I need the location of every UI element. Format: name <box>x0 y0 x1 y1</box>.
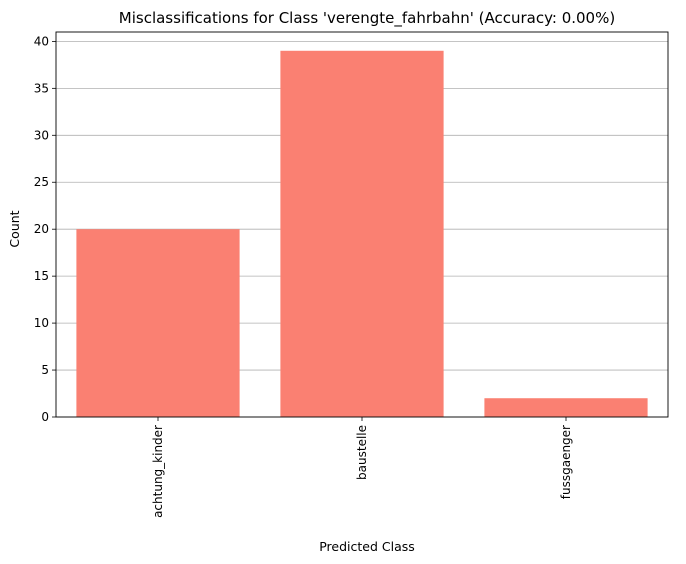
y-tick-label: 0 <box>41 410 49 424</box>
y-tick-label: 40 <box>34 34 49 48</box>
y-tick-label: 15 <box>34 269 49 283</box>
x-axis-ticks: achtung_kinder baustelle fussgaenger <box>151 417 573 518</box>
y-axis-ticks: 0 5 10 15 20 25 30 35 40 <box>34 34 56 424</box>
chart-title: Misclassifications for Class 'verengte_f… <box>119 9 615 28</box>
y-tick-label: 30 <box>34 128 49 142</box>
bar-baustelle <box>280 50 444 417</box>
bars <box>76 50 648 417</box>
bar-achtung_kinder <box>76 229 240 417</box>
y-axis-label: Count <box>7 210 22 247</box>
y-tick-label: 35 <box>34 81 49 95</box>
y-tick-label: 10 <box>34 316 49 330</box>
x-tick-label: baustelle <box>355 425 369 480</box>
y-tick-label: 25 <box>34 175 49 189</box>
x-axis-label: Predicted Class <box>319 539 415 554</box>
bar-fussgaenger <box>484 398 648 417</box>
y-tick-label: 20 <box>34 222 49 236</box>
x-tick-label: fussgaenger <box>559 425 573 499</box>
y-tick-label: 5 <box>41 363 49 377</box>
x-tick-label: achtung_kinder <box>151 425 165 518</box>
